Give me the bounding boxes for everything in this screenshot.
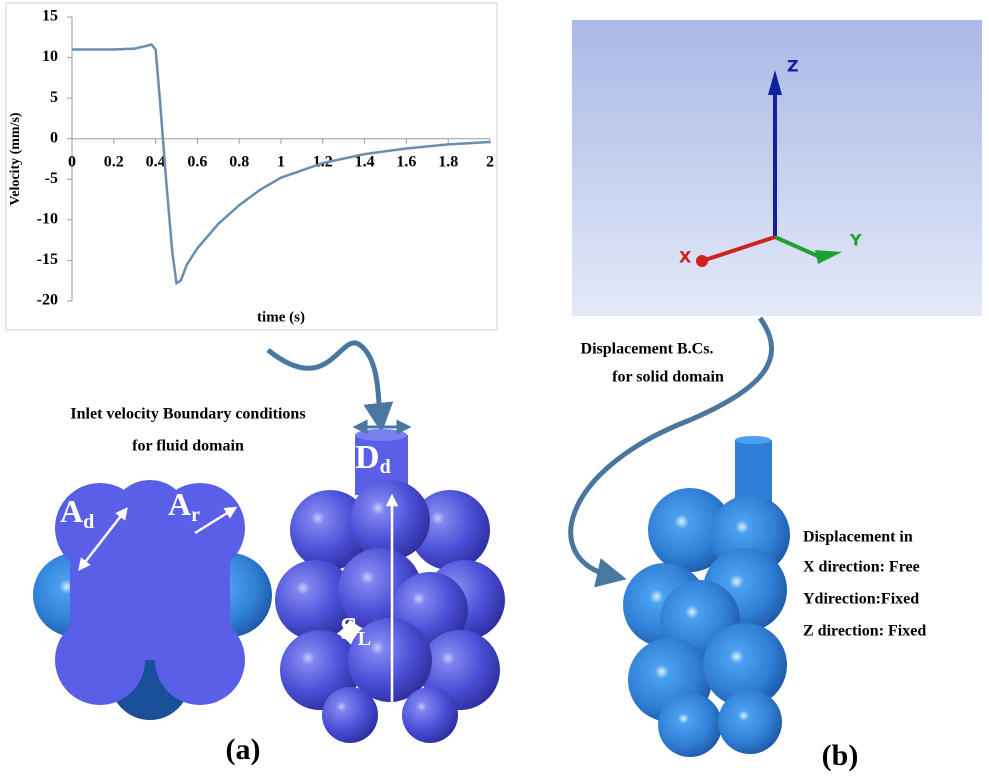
y-tick-label: 5 (50, 89, 58, 106)
x-tick-label: 1.6 (396, 153, 416, 170)
caption: Ydirection:Fixed (803, 591, 919, 608)
y-tick-label: 10 (42, 48, 58, 65)
y-tick-label: -5 (45, 170, 58, 187)
caption: Z direction: Fixed (803, 623, 926, 640)
x-tick-label: 0 (68, 153, 76, 170)
caption: Inlet velocity Boundary conditions (70, 406, 305, 423)
panel-label: (a) (226, 733, 261, 766)
caption: Displacement B.Cs. (581, 341, 714, 358)
axis-label: Z (787, 57, 799, 76)
x-tick-label: 2 (486, 153, 494, 170)
y-tick-label: 0 (50, 129, 58, 146)
chart-frame (6, 3, 497, 330)
x-axis-title: time (s) (257, 309, 305, 325)
y-tick-label: -15 (37, 251, 58, 268)
x-arrow (696, 255, 708, 267)
x-tick-label: 1 (277, 153, 285, 170)
half-model (623, 436, 790, 757)
x-tick-label: 0.2 (104, 153, 124, 170)
caption: X direction: Free (803, 559, 920, 576)
caption: Displacement in (803, 529, 913, 546)
y-tick-label: 15 (42, 8, 58, 25)
figure: -20-15-10-505101500.20.40.60.811.21.41.6… (0, 0, 989, 779)
caption: for fluid domain (132, 438, 244, 455)
y-axis-title: Velocity (mm/s) (8, 112, 23, 206)
y-tick-label: -20 (37, 292, 58, 309)
axis-label: Y (849, 231, 862, 250)
x-tick-label: 0.8 (229, 153, 249, 170)
x-tick-label: 1.8 (438, 153, 458, 170)
panel-label: (b) (822, 739, 859, 772)
x-tick-label: 0.6 (187, 153, 207, 170)
y-tick-label: -10 (37, 211, 58, 228)
x-tick-label: 0.4 (146, 153, 166, 170)
axis-label: X (679, 248, 692, 267)
caption: for solid domain (612, 369, 724, 386)
